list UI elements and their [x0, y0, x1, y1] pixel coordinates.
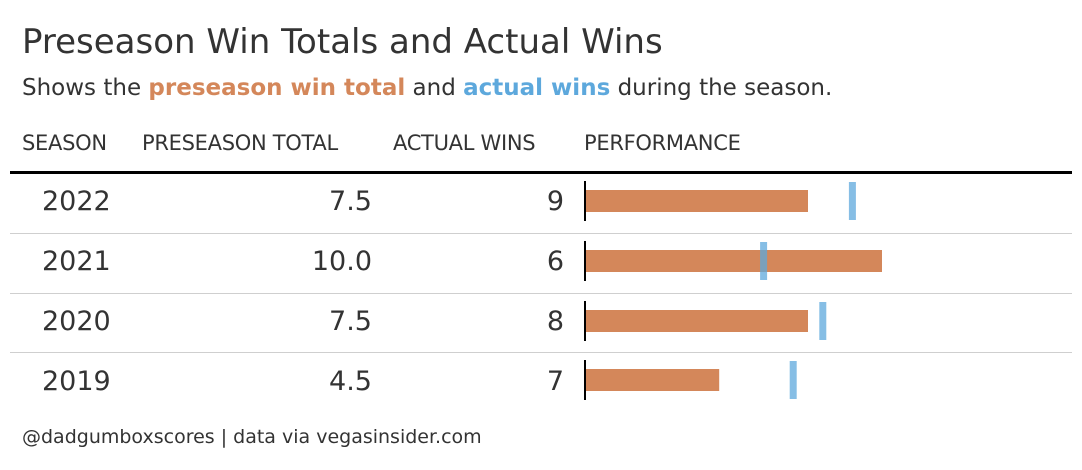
subtitle-actual-label: actual wins — [463, 75, 611, 101]
actual-wins-cell: 6 — [546, 246, 564, 277]
subtitle-suffix: during the season. — [610, 75, 833, 101]
header-divider — [10, 171, 1072, 174]
source-footer: @dadgumboxscores | data via vegasinsider… — [22, 426, 482, 448]
preseason-total-cell: 7.5 — [329, 306, 372, 337]
season-cell: 2022 — [42, 186, 111, 217]
row-divider — [10, 233, 1072, 234]
actual-wins-marker — [819, 302, 827, 340]
actual-wins-marker — [848, 182, 856, 220]
column-header-season: SEASON — [22, 131, 107, 155]
subtitle-prefix: Shows the — [22, 75, 149, 101]
actual-wins-cell: 7 — [546, 366, 564, 397]
row-divider — [10, 293, 1072, 294]
preseason-total-bar — [586, 369, 720, 391]
row-divider — [10, 352, 1072, 353]
column-header-actual: ACTUAL WINS — [393, 131, 536, 155]
actual-wins-marker — [760, 242, 768, 280]
actual-wins-marker — [789, 361, 797, 399]
subtitle-preseason-label: preseason win total — [148, 75, 406, 101]
actual-wins-cell: 8 — [546, 306, 564, 337]
chart-title: Preseason Win Totals and Actual Wins — [22, 22, 663, 62]
preseason-total-bar — [586, 310, 808, 332]
chart-subtitle: Shows the preseason win total and actual… — [22, 75, 832, 101]
preseason-total-cell: 10.0 — [311, 246, 372, 277]
subtitle-middle: and — [405, 75, 464, 101]
season-cell: 2021 — [42, 246, 111, 277]
column-header-performance: PERFORMANCE — [584, 131, 741, 155]
season-cell: 2019 — [42, 366, 111, 397]
season-cell: 2020 — [42, 306, 111, 337]
preseason-total-bar — [586, 190, 808, 212]
actual-wins-cell: 9 — [546, 186, 564, 217]
preseason-total-cell: 4.5 — [329, 366, 372, 397]
preseason-total-bar — [586, 250, 882, 272]
preseason-total-cell: 7.5 — [329, 186, 372, 217]
column-header-preseason: PRESEASON TOTAL — [142, 131, 338, 155]
